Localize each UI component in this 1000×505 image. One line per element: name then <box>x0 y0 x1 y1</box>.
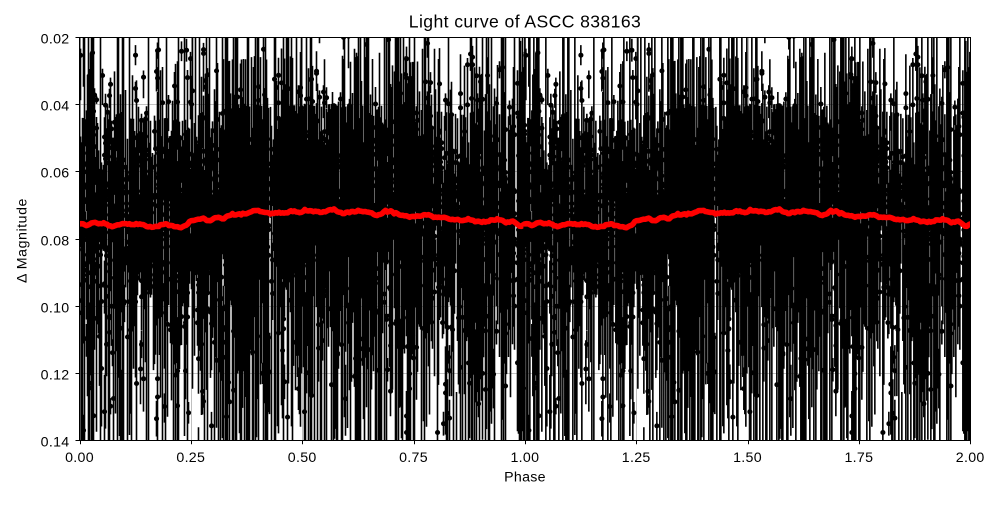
svg-text:0.25: 0.25 <box>176 450 205 466</box>
svg-text:Light curve of ASCC 838163: Light curve of ASCC 838163 <box>409 12 641 32</box>
svg-text:0.10: 0.10 <box>41 301 70 317</box>
svg-text:Phase: Phase <box>504 470 546 486</box>
svg-text:0.06: 0.06 <box>41 166 70 182</box>
svg-text:0.50: 0.50 <box>288 450 317 466</box>
svg-text:0.00: 0.00 <box>65 450 94 466</box>
svg-text:Δ Magnitude: Δ Magnitude <box>15 198 31 283</box>
svg-text:0.02: 0.02 <box>41 32 70 48</box>
svg-text:2.00: 2.00 <box>956 450 985 466</box>
svg-text:0.04: 0.04 <box>41 99 70 115</box>
svg-text:0.12: 0.12 <box>41 368 70 384</box>
svg-text:1.75: 1.75 <box>844 450 873 466</box>
svg-text:0.75: 0.75 <box>399 450 428 466</box>
svg-text:1.00: 1.00 <box>510 450 539 466</box>
svg-text:1.25: 1.25 <box>622 450 651 466</box>
svg-text:0.14: 0.14 <box>41 435 70 451</box>
svg-text:0.08: 0.08 <box>41 234 70 250</box>
svg-text:1.50: 1.50 <box>733 450 762 466</box>
